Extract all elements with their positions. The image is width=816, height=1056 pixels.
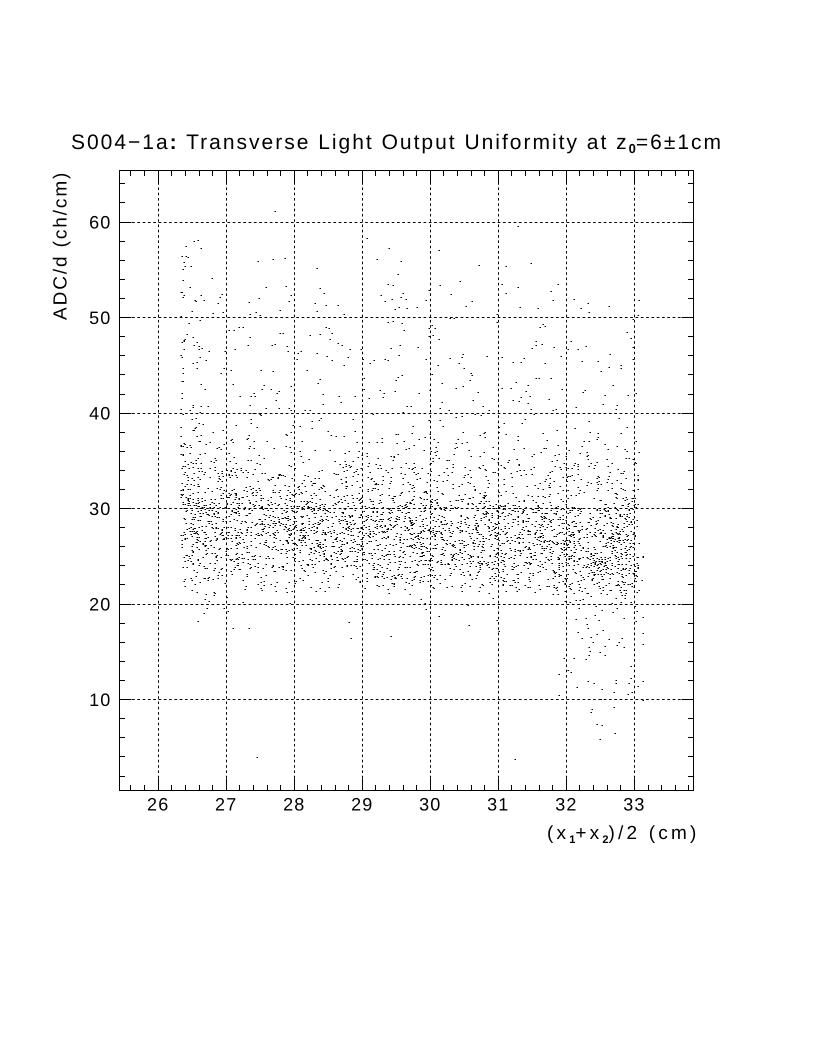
svg-text:(x1+x2)/2 (cm): (x1+x2)/2 (cm)	[547, 823, 700, 846]
svg-text:27: 27	[215, 795, 237, 815]
svg-text:60: 60	[89, 213, 111, 233]
svg-text:20: 20	[89, 595, 111, 615]
svg-text:40: 40	[89, 404, 111, 424]
svg-text:28: 28	[283, 795, 305, 815]
svg-text:ADC/d (ch/cm): ADC/d (ch/cm)	[51, 171, 72, 320]
svg-text:30: 30	[89, 499, 111, 519]
svg-text:33: 33	[623, 795, 645, 815]
svg-text:32: 32	[555, 795, 577, 815]
svg-text:50: 50	[89, 308, 111, 328]
svg-text:29: 29	[351, 795, 373, 815]
svg-text:10: 10	[89, 690, 111, 710]
svg-text:30: 30	[419, 795, 441, 815]
svg-text:S004−1a: Transverse Light Outp: S004−1a: Transverse Light Output Uniform…	[71, 131, 723, 156]
svg-text:26: 26	[147, 795, 169, 815]
svg-text:31: 31	[487, 795, 509, 815]
